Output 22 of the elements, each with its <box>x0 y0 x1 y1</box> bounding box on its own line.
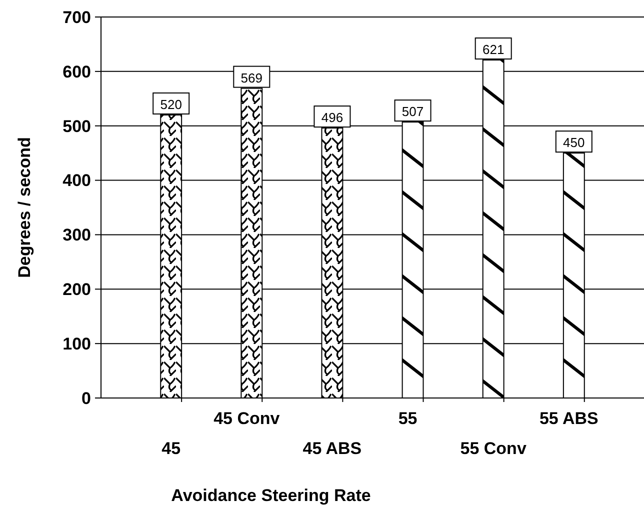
data-label: 507 <box>402 104 424 120</box>
y-axis-title: Degrees / second <box>15 137 34 278</box>
data-label: 450 <box>563 135 585 150</box>
x-tick-label: 45 Conv <box>214 409 280 428</box>
x-tick-label: 45 ABS <box>302 439 362 458</box>
x-tick-label: 55 <box>398 409 418 428</box>
y-tick-label: 500 <box>62 116 91 136</box>
y-tick-label: 100 <box>62 334 91 354</box>
y-tick-label: 300 <box>62 226 91 245</box>
y-tick-label: 0 <box>82 388 91 408</box>
data-label: 621 <box>482 42 504 57</box>
x-tick-label: 45 <box>162 439 181 458</box>
x-tick-label: 55 Conv <box>460 439 527 458</box>
data-label: 496 <box>321 110 344 126</box>
data-label: 569 <box>240 70 263 86</box>
data-label: 520 <box>160 96 182 112</box>
x-tick-label: 55 ABS <box>539 409 598 428</box>
x-axis-title: Avoidance Steering Rate <box>171 486 371 505</box>
y-tick-label: 400 <box>62 171 91 190</box>
y-tick-label: 700 <box>62 8 91 27</box>
y-tick-label: 200 <box>62 280 91 300</box>
y-tick-label: 600 <box>62 62 91 82</box>
